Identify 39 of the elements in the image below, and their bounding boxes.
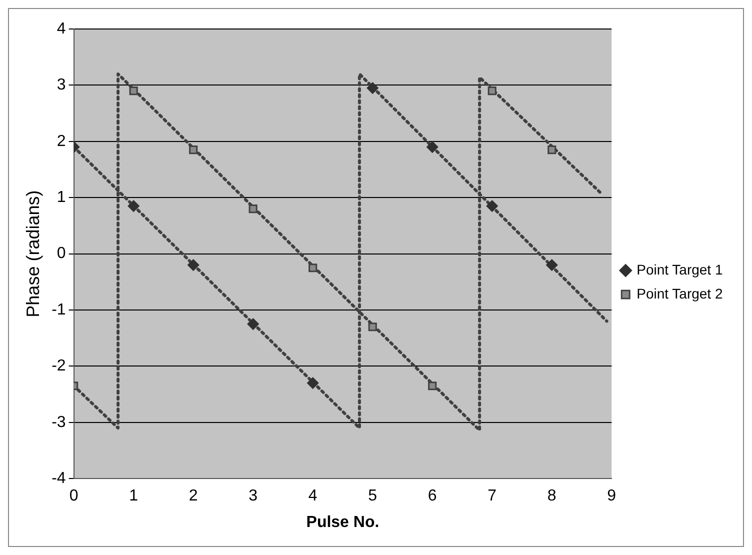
point (307, 377, 319, 389)
y-tick-label: 3 (56, 76, 66, 94)
y-tick-label: 4 (56, 20, 66, 38)
point (426, 141, 438, 153)
x-tick-label: 8 (547, 488, 556, 505)
x-tick-label: 6 (428, 488, 437, 505)
y-tick-label: -3 (52, 414, 66, 431)
point (488, 86, 496, 96)
y-tick-label: -4 (52, 470, 66, 488)
x-tick-label: 7 (488, 488, 497, 505)
x-tick-label: 1 (129, 488, 138, 505)
x-tick-label: 3 (248, 488, 258, 505)
point (366, 82, 378, 94)
point (428, 382, 437, 390)
point (247, 318, 259, 330)
y-tick-label: 0 (56, 245, 66, 262)
point (188, 259, 200, 271)
point (548, 146, 556, 154)
point (189, 146, 198, 154)
x-tick-label: 0 (69, 488, 78, 505)
y-axis-title: Phase (radians) (22, 190, 43, 318)
y-tick-label: 1 (56, 189, 66, 206)
point (546, 259, 558, 271)
x-tick-label: 9 (607, 488, 616, 505)
x-axis-title: Pulse No. (306, 514, 380, 531)
y-tick-label: -1 (52, 301, 66, 318)
point (248, 204, 258, 214)
y-tick-label: 2 (56, 132, 66, 150)
legend-label: Point Target 2 (636, 285, 723, 302)
x-tick-label: 2 (188, 488, 198, 505)
x-tick-label: 5 (368, 488, 378, 505)
legend-label: Point Target 1 (636, 261, 723, 278)
point (128, 200, 140, 212)
point (129, 86, 138, 96)
y-tick-label: -2 (52, 358, 66, 375)
point (368, 322, 377, 332)
point (486, 200, 498, 212)
x-tick-label: 4 (308, 488, 318, 505)
point (308, 264, 318, 272)
